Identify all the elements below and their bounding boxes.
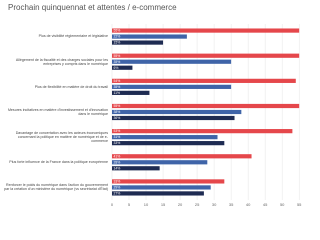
category-label: Plus de flexibilité en matière de droit …: [34, 84, 108, 89]
value-label: 27%: [114, 192, 121, 196]
category-label: Davantage de concertation avec les acteu…: [15, 130, 108, 144]
value-label: 55%: [114, 54, 121, 58]
bar: [112, 179, 225, 184]
value-label: 55%: [114, 104, 121, 108]
x-tick-label: 45: [263, 202, 268, 207]
value-label: 29%: [114, 186, 121, 190]
x-tick-label: 20: [178, 202, 183, 207]
x-tick-label: 15: [161, 202, 166, 207]
bar: [112, 109, 242, 115]
bar: [112, 90, 150, 95]
x-tick-label: 50: [280, 202, 285, 207]
x-tick-label: 0: [111, 202, 114, 207]
x-tick-label: 35: [229, 202, 234, 207]
bar: [112, 78, 296, 83]
bar: [112, 141, 225, 146]
value-label: 14%: [114, 166, 121, 170]
value-label: 31%: [114, 135, 121, 139]
value-label: 11%: [114, 91, 121, 95]
bar: [112, 28, 300, 33]
value-label: 54%: [114, 79, 121, 83]
value-label: 53%: [114, 129, 121, 133]
x-tick-label: 30: [212, 202, 217, 207]
value-label: 38%: [114, 110, 121, 114]
value-label: 35%: [114, 60, 121, 64]
value-label: 15%: [114, 41, 121, 45]
category-label: Allègement de la fiscalité et des charge…: [15, 57, 108, 66]
bar: [112, 53, 300, 58]
bar: [112, 59, 232, 64]
bar: [112, 191, 204, 196]
chart: 0 5 10 15 20 25 30 35 40 45 50 55 55% 22% 15% 55% 35% 6% 5…: [111, 24, 302, 207]
bar: [112, 129, 293, 134]
category-label: Renforcer le poids du numérique dans l'a…: [4, 183, 108, 192]
bar: [112, 103, 300, 109]
x-tick-label: 25: [195, 202, 200, 207]
x-tick-label: 10: [144, 202, 149, 207]
bar: [112, 154, 252, 159]
value-label: 33%: [114, 180, 121, 184]
value-label: 33%: [114, 141, 121, 145]
value-label: 6%: [114, 66, 119, 70]
category-label: Plus forte influence de la France dans l…: [9, 160, 108, 165]
value-label: 35%: [114, 85, 121, 89]
category-label: Plus de visibilité réglementaire et légi…: [38, 34, 108, 39]
bar: [112, 65, 133, 70]
value-label: 36%: [114, 116, 121, 120]
x-tick-label: 55: [297, 202, 302, 207]
value-label: 28%: [114, 160, 121, 164]
x-tick-label: 5: [128, 202, 131, 207]
bar: [112, 34, 187, 39]
bar: [112, 115, 235, 121]
page: Prochain quinquennat et attentes / e-com…: [4, 3, 302, 207]
bar: [112, 40, 164, 45]
category-label: Mesures incitatives en matière d'investi…: [7, 107, 108, 116]
bar: [112, 135, 218, 140]
x-tick-label: 40: [246, 202, 251, 207]
bar: [112, 166, 160, 171]
value-label: 41%: [114, 154, 121, 158]
value-label: 55%: [114, 29, 121, 33]
bar: [112, 160, 208, 165]
chart-title: Prochain quinquennat et attentes / e-com…: [8, 3, 177, 12]
bar: [112, 185, 211, 190]
bar: [112, 84, 232, 89]
value-label: 22%: [114, 35, 121, 39]
